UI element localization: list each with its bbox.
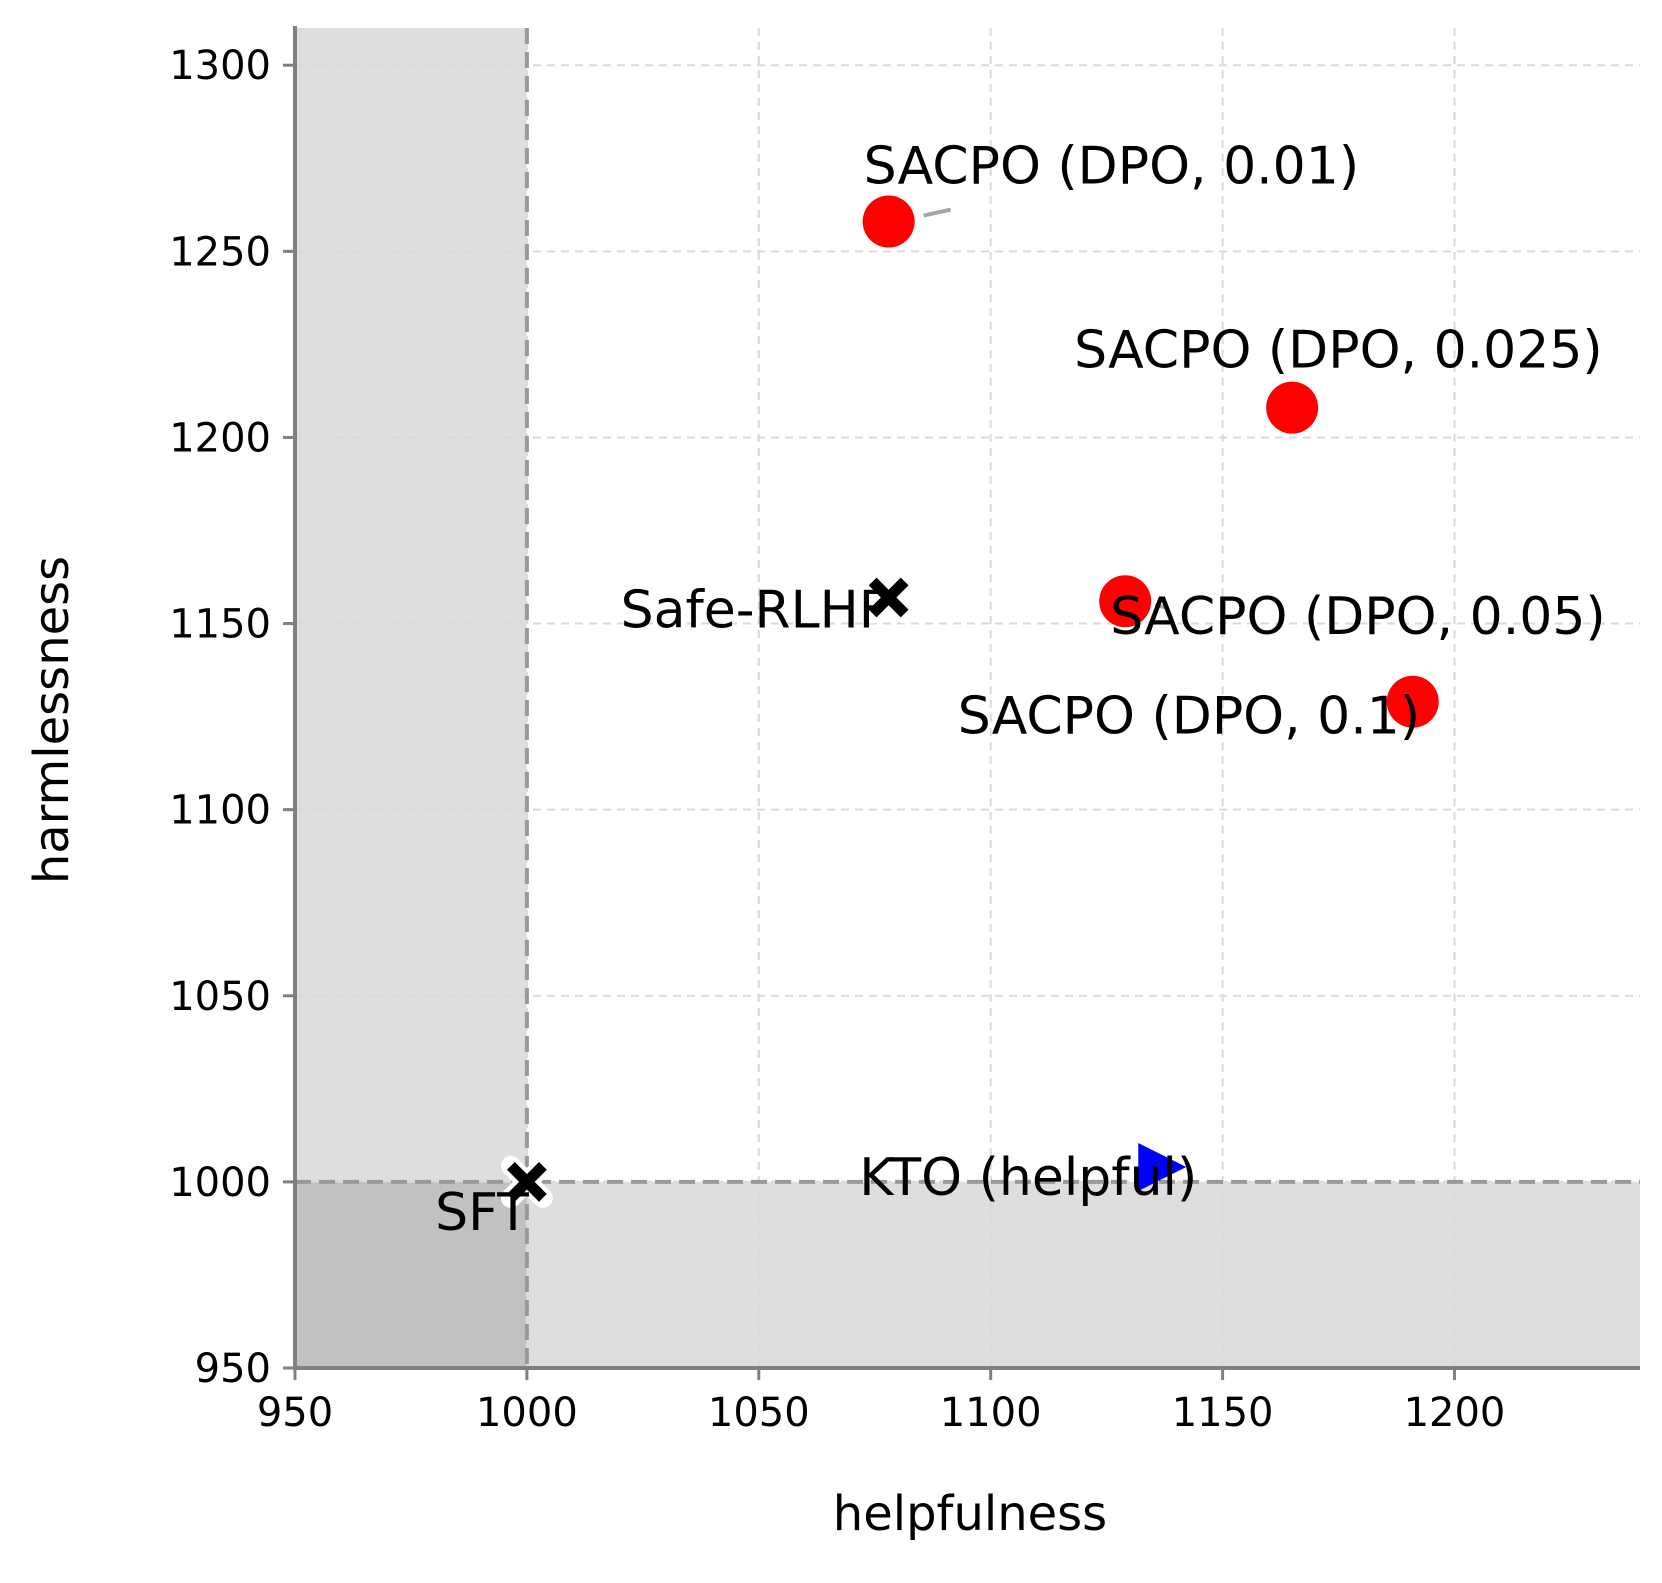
y-tick-label: 1100 [169,788,271,834]
tick-labels: 950 1000 1050 1100 1150 1200 950 1000 1050 1100 11… [169,43,1505,1436]
point-sacpo-dpo-0-025-marker [1266,381,1319,434]
point-sacpo-dpo-0-025-label: SACPO (DPO, 0.025) [1074,321,1603,381]
y-tick-label: 1050 [169,974,271,1020]
x-tick-label: 1200 [1404,1390,1506,1436]
y-tick-label: 950 [195,1346,271,1392]
point-sft-marker [507,1162,547,1202]
data-points [500,195,1439,1208]
x-axis-title: helpfulness [833,1486,1107,1542]
x-tick-label: 1100 [940,1390,1042,1436]
point-sacpo-dpo-0-01-leader [923,207,952,218]
axes [283,26,1640,1380]
grid-lines [294,28,1640,1369]
x-tick-label: 1150 [1172,1390,1274,1436]
y-tick-label: 1000 [169,1160,271,1206]
point-safe-rlhf-marker [868,577,909,618]
point-sacpo-dpo-0-01-marker [862,195,915,248]
point-labels: SACPO (DPO, 0.01) SACPO (DPO, 0.025) SACPO… [435,137,1606,1243]
x-tick-label: 1000 [476,1390,578,1436]
point-kto-helpful-label: KTO (helpful) [859,1148,1197,1208]
y-tick-label: 1300 [169,43,271,89]
point-sacpo-dpo-0-01-label: SACPO (DPO, 0.01) [864,137,1360,197]
point-sacpo-dpo-0-05-marker [1099,575,1152,628]
shaded-region-low-helpfulness [295,28,527,1368]
annotation-leaders [923,207,1166,610]
y-tick-label: 1150 [169,602,271,648]
y-tick-label: 1200 [169,415,271,461]
point-sacpo-dpo-0-1-label: SACPO (DPO, 0.1) [958,687,1420,747]
shaded-region-low-harmlessness [295,1181,1640,1368]
point-kto-helpful-marker [1138,1143,1187,1191]
point-sacpo-dpo-0-05-leader [1154,603,1166,610]
point-safe-rlhf-label: Safe-RLHF [621,581,889,641]
point-sft-label: SFT [435,1183,529,1243]
x-tick-label: 1050 [708,1390,810,1436]
x-tick-label: 950 [257,1390,333,1436]
point-sacpo-dpo-0-05-label: SACPO (DPO, 0.05) [1110,587,1606,647]
y-tick-label: 1250 [169,229,271,275]
y-axis-title: harmlessness [24,556,80,884]
point-sacpo-dpo-0-1-marker [1386,675,1439,728]
